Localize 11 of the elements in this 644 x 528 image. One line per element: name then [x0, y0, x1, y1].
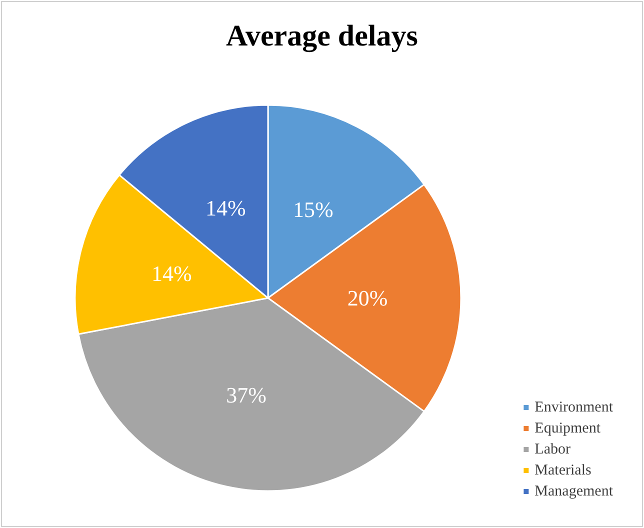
data-label: 15% — [293, 196, 334, 222]
data-label: 14% — [151, 260, 192, 286]
data-label: 37% — [226, 382, 266, 408]
data-label: 20% — [347, 286, 388, 310]
chart-title: Average delays — [226, 20, 418, 52]
legend-label: Management — [534, 484, 614, 500]
legend-label: Environment — [534, 400, 614, 416]
data-label: 14% — [205, 195, 246, 220]
legend-label: Equipment — [534, 420, 602, 436]
legend-label: Materials — [534, 462, 592, 478]
legend-label: Labor — [534, 442, 571, 458]
